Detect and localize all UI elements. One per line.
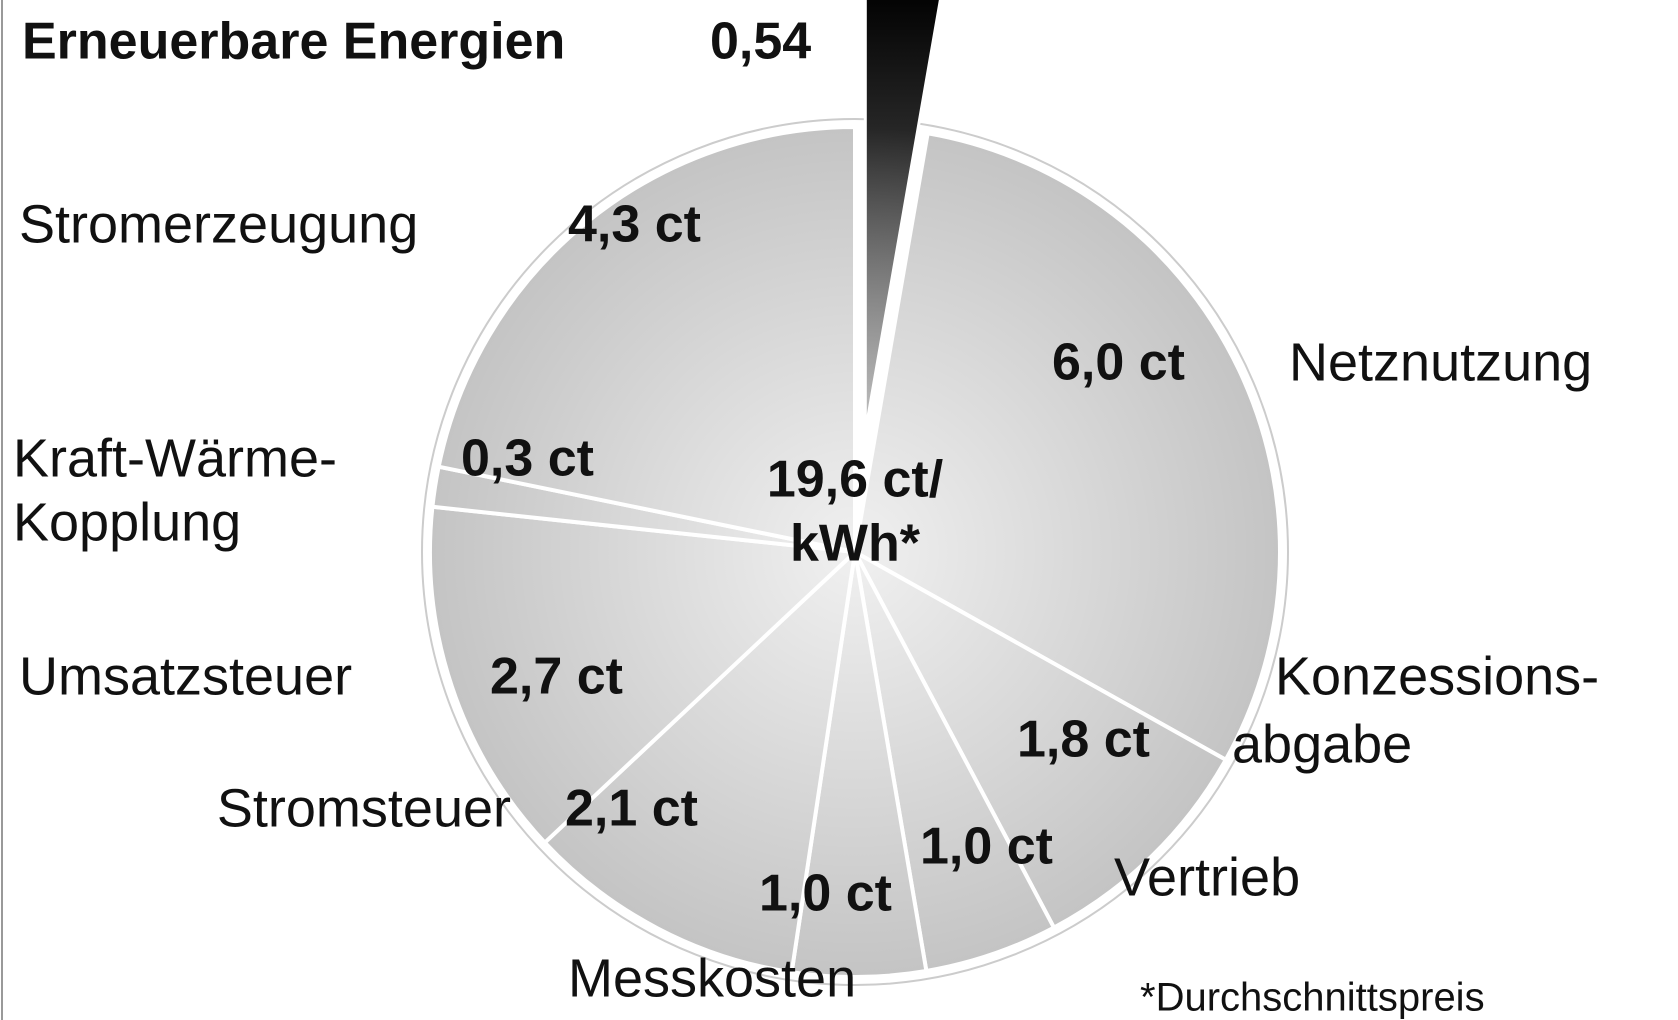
value-label: 2,7 ct — [490, 648, 623, 706]
slice-label: Kopplung — [13, 492, 241, 552]
slice-label: Stromsteuer — [217, 778, 511, 838]
slice-label: Messkosten — [568, 948, 856, 1008]
slice-label: Vertrieb — [1114, 847, 1300, 907]
value-label: 1,0 ct — [920, 818, 1053, 876]
value-label: 1,8 ct — [1017, 711, 1150, 769]
value-label: 0,54 — [710, 13, 811, 71]
slice-label: Konzessions- — [1275, 646, 1599, 706]
value-label: 2,1 ct — [565, 780, 698, 838]
slice-label: Stromerzeugung — [19, 194, 418, 254]
footnote: *Durchschnittspreis — [1140, 976, 1485, 1020]
value-label: 1,0 ct — [759, 865, 892, 923]
slice-label: abgabe — [1232, 714, 1412, 774]
slice-label: Erneuerbare Energien — [22, 13, 565, 71]
value-label: 4,3 ct — [568, 196, 701, 254]
value-label: 0,3 ct — [461, 430, 594, 488]
slice-label: Kraft-Wärme- — [13, 428, 337, 488]
value-label: 6,0 ct — [1052, 334, 1185, 392]
slice-label: Netznutzung — [1289, 332, 1592, 392]
center-label: kWh* — [790, 515, 921, 573]
center-label: 19,6 ct/ — [767, 451, 943, 509]
slice-label: Umsatzsteuer — [19, 646, 352, 706]
